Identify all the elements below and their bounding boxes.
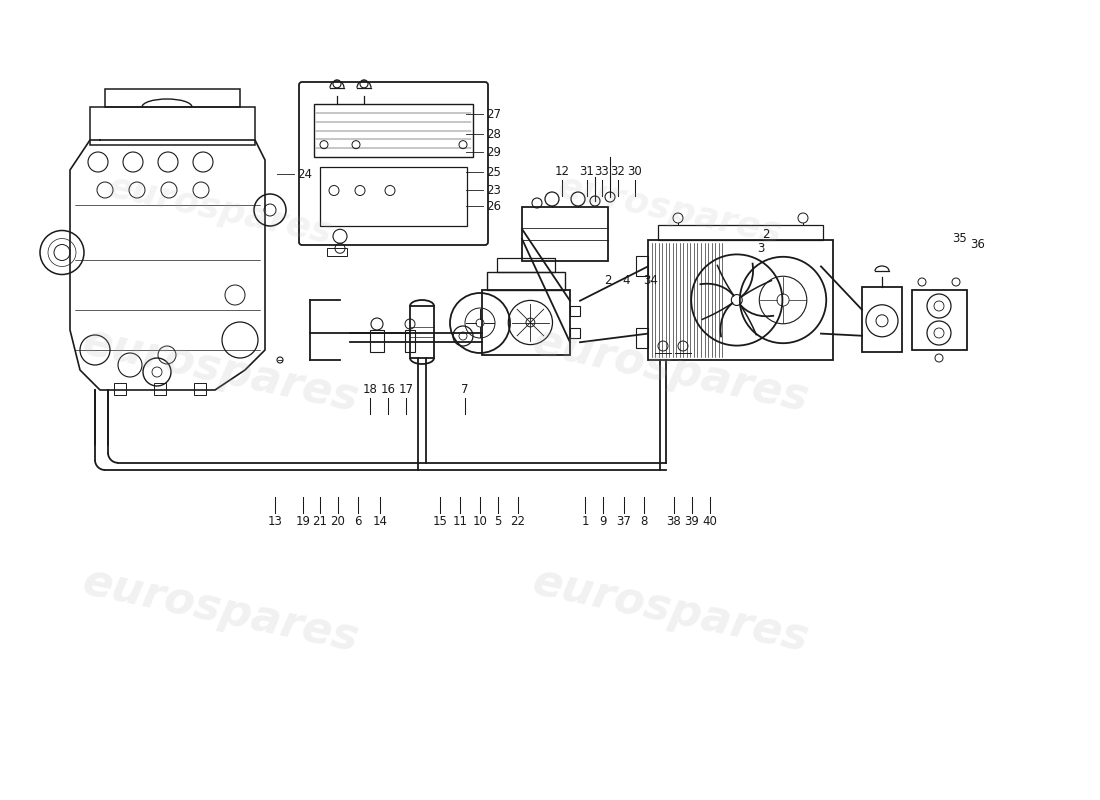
Bar — [570, 328, 580, 338]
Text: 20: 20 — [331, 515, 345, 528]
Bar — [482, 290, 570, 355]
Text: eurospares: eurospares — [528, 560, 812, 660]
Text: 27: 27 — [486, 107, 500, 121]
Bar — [636, 328, 648, 348]
Bar — [114, 383, 126, 395]
Text: 26: 26 — [486, 199, 500, 213]
Text: 22: 22 — [510, 515, 526, 528]
Text: 2: 2 — [604, 274, 612, 286]
Text: 11: 11 — [452, 515, 468, 528]
Text: 8: 8 — [640, 515, 648, 528]
Text: 25: 25 — [486, 166, 500, 178]
Bar — [487, 272, 565, 290]
Text: 3: 3 — [757, 242, 764, 255]
Bar — [154, 383, 166, 395]
Text: 19: 19 — [296, 515, 310, 528]
Text: eurospares: eurospares — [78, 560, 362, 660]
Text: 1: 1 — [581, 515, 589, 528]
Bar — [405, 330, 415, 352]
Bar — [314, 104, 473, 158]
Text: 10: 10 — [473, 515, 487, 528]
Text: 12: 12 — [554, 165, 570, 178]
Text: 30: 30 — [628, 165, 642, 178]
Text: 28: 28 — [486, 127, 500, 141]
Bar — [497, 258, 556, 272]
Text: 38: 38 — [667, 515, 681, 528]
Text: 6: 6 — [354, 515, 362, 528]
Text: 13: 13 — [267, 515, 283, 528]
Text: eurospares: eurospares — [528, 320, 812, 420]
Text: 39: 39 — [684, 515, 700, 528]
Text: 32: 32 — [610, 165, 626, 178]
Text: 14: 14 — [373, 515, 387, 528]
Text: 18: 18 — [363, 383, 377, 396]
Bar — [410, 306, 435, 358]
Text: 24: 24 — [297, 167, 312, 181]
Text: 35: 35 — [952, 231, 967, 245]
Text: 34: 34 — [644, 274, 658, 286]
Text: 36: 36 — [970, 238, 985, 250]
Text: eurospares: eurospares — [554, 170, 785, 250]
Bar — [320, 166, 468, 226]
Bar — [327, 248, 346, 256]
Text: 5: 5 — [494, 515, 502, 528]
Text: 23: 23 — [486, 183, 500, 197]
Text: 40: 40 — [703, 515, 717, 528]
Text: 31: 31 — [580, 165, 594, 178]
Bar — [194, 383, 206, 395]
Bar — [90, 107, 255, 145]
Bar — [648, 240, 833, 360]
Text: 4: 4 — [621, 274, 629, 286]
Bar — [658, 225, 823, 240]
Text: 29: 29 — [486, 146, 500, 158]
Text: 15: 15 — [432, 515, 448, 528]
Bar — [570, 306, 580, 316]
Text: 21: 21 — [312, 515, 328, 528]
Text: 33: 33 — [595, 165, 609, 178]
Bar — [636, 256, 648, 276]
Text: 9: 9 — [600, 515, 607, 528]
Text: eurospares: eurospares — [78, 320, 362, 420]
Bar — [370, 330, 384, 352]
Text: eurospares: eurospares — [104, 170, 336, 250]
Bar — [104, 89, 240, 107]
Bar — [522, 207, 608, 261]
Bar — [862, 287, 902, 352]
Text: 7: 7 — [461, 383, 469, 396]
Text: 16: 16 — [381, 383, 396, 396]
Text: 17: 17 — [398, 383, 414, 396]
Bar — [912, 290, 967, 350]
Text: 37: 37 — [617, 515, 631, 528]
Text: 2: 2 — [762, 227, 770, 241]
